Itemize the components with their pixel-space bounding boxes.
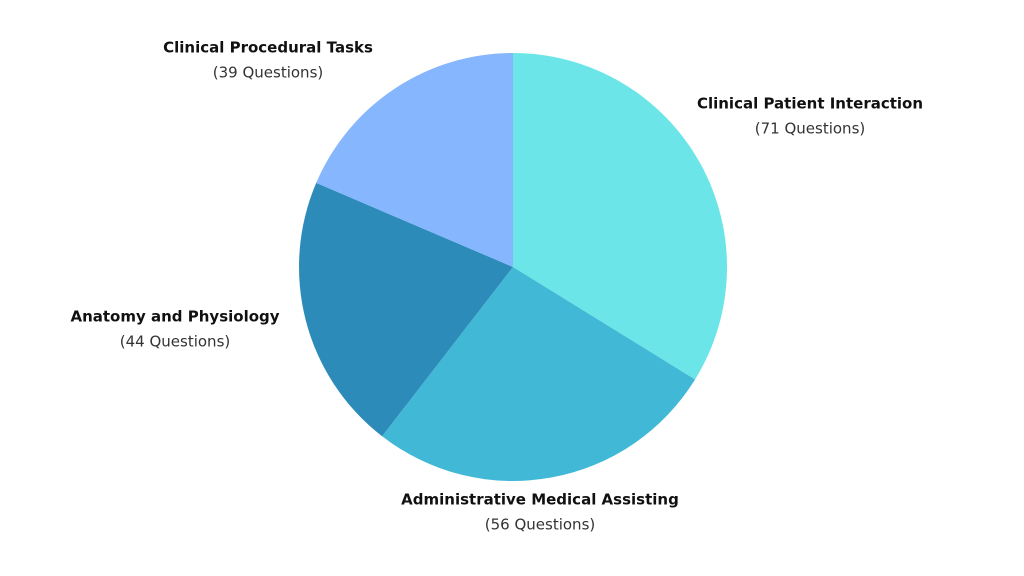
pie-slice (513, 53, 728, 380)
value-label: (71 Questions) (755, 120, 865, 138)
value-label: (56 Questions) (485, 516, 595, 534)
pie-slice (382, 267, 696, 481)
pie-slice (299, 182, 513, 437)
slice-label: Administrative Medical Assisting (401, 491, 679, 509)
slice-label: Anatomy and Physiology (70, 308, 279, 326)
pie-slice (316, 53, 513, 267)
slice-label: Clinical Patient Interaction (697, 95, 923, 113)
value-label: (39 Questions) (213, 64, 323, 82)
slice-label: Clinical Procedural Tasks (163, 39, 373, 57)
value-label: (44 Questions) (120, 333, 230, 351)
